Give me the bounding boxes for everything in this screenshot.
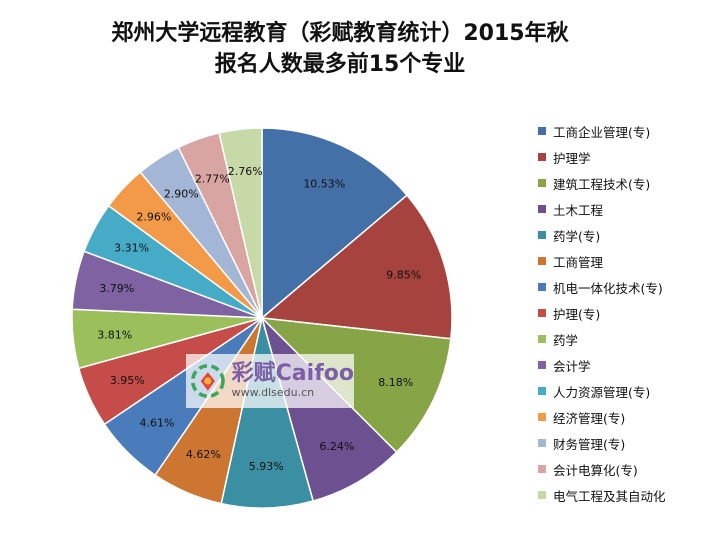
legend-item: 会计学	[538, 352, 666, 378]
pie-data-label: 10.53%	[303, 178, 345, 191]
chart-title-line2: 报名人数最多前15个专业	[214, 52, 466, 77]
legend-swatch	[538, 179, 546, 187]
legend-label: 电气工程及其自动化	[553, 488, 666, 504]
legend-label: 会计学	[553, 358, 591, 374]
legend-item: 机电一体化技术(专)	[538, 274, 666, 300]
pie-slice	[261, 127, 409, 320]
pie-data-label: 6.24%	[319, 440, 354, 453]
legend-swatch	[538, 465, 546, 473]
legend-swatch	[538, 491, 546, 499]
pie-data-label: 3.95%	[110, 374, 145, 387]
legend-swatch	[538, 309, 546, 317]
watermark-url: www.dlsedu.cn	[231, 386, 315, 399]
chart-title-line1: 郑州大学远程教育（彩赋教育统计）2015年秋	[111, 21, 569, 46]
pie-data-label: 4.62%	[186, 448, 221, 461]
pie-data-label: 2.76%	[228, 165, 263, 178]
legend-label: 护理学	[553, 150, 591, 166]
pie-data-label: 3.31%	[114, 242, 149, 255]
legend-item: 建筑工程技术(专)	[538, 170, 666, 196]
legend-item: 经济管理(专)	[538, 404, 666, 430]
legend-swatch	[538, 439, 546, 447]
legend-label: 土木工程	[553, 202, 604, 218]
legend-label: 经济管理(专)	[553, 410, 626, 426]
pie-data-label: 4.61%	[140, 417, 175, 430]
legend-item: 药学(专)	[538, 222, 666, 248]
legend-swatch	[538, 361, 546, 369]
pie-data-labels: 10.53% 9.85% 8.18% 6.24% 5.93% 4.62% 4.61% 3.95…	[97, 165, 421, 473]
legend-label: 机电一体化技术(专)	[553, 280, 663, 296]
legend-item: 工商管理	[538, 248, 666, 274]
legend-label: 工商管理	[553, 254, 604, 270]
legend-swatch	[538, 127, 546, 135]
pie-data-label: 5.93%	[249, 460, 284, 473]
legend-item: 护理学	[538, 144, 666, 170]
pie-data-label: 2.77%	[195, 172, 230, 185]
legend-swatch	[538, 387, 546, 395]
pie-slice	[218, 127, 263, 319]
pie-slice	[259, 317, 452, 454]
chart-title: 郑州大学远程教育（彩赋教育统计）2015年秋 报名人数最多前15个专业	[0, 18, 680, 80]
chart-legend: 工商企业管理(专) 护理学建筑工程技术(专) 土木工程药学(专) 工商管理机电一体化技…	[538, 118, 666, 508]
caifoo-logo-icon	[190, 364, 225, 398]
watermark: 彩赋Caifoo www.dlsedu.cn	[186, 354, 354, 408]
legend-item: 电气工程及其自动化	[538, 482, 666, 508]
legend-swatch	[538, 413, 546, 421]
pie-data-label: 2.96%	[136, 211, 171, 224]
pie-data-label: 3.81%	[97, 328, 132, 341]
legend-label: 工商企业管理(专)	[553, 124, 651, 140]
pie-slices	[71, 127, 453, 509]
legend-swatch	[538, 283, 546, 291]
watermark-brand: 彩赋Caifoo	[231, 361, 354, 386]
legend-item: 会计电算化(专)	[538, 456, 666, 482]
legend-item: 护理(专)	[538, 300, 666, 326]
legend-label: 财务管理(专)	[553, 436, 626, 452]
legend-label: 药学	[553, 332, 579, 348]
pie-data-label: 9.85%	[386, 269, 421, 282]
pie-slice	[220, 317, 315, 509]
pie-slice	[260, 194, 453, 340]
legend-item: 人力资源管理(专)	[538, 378, 666, 404]
legend-swatch	[538, 335, 546, 343]
legend-label: 护理(专)	[553, 306, 601, 322]
legend-label: 药学(专)	[553, 228, 601, 244]
legend-item: 工商企业管理(专)	[538, 118, 666, 144]
legend-label: 建筑工程技术(专)	[553, 176, 651, 192]
legend-swatch	[538, 257, 546, 265]
legend-swatch	[538, 153, 546, 161]
legend-swatch	[538, 205, 546, 213]
legend-swatch	[538, 231, 546, 239]
pie-data-label: 3.79%	[99, 282, 134, 295]
legend-label: 会计电算化(专)	[553, 462, 638, 478]
pie-data-label: 8.18%	[378, 376, 413, 389]
legend-item: 药学	[538, 326, 666, 352]
legend-label: 人力资源管理(专)	[553, 384, 651, 400]
legend-item: 土木工程	[538, 196, 666, 222]
legend-item: 财务管理(专)	[538, 430, 666, 456]
pie-data-label: 2.90%	[164, 188, 199, 201]
